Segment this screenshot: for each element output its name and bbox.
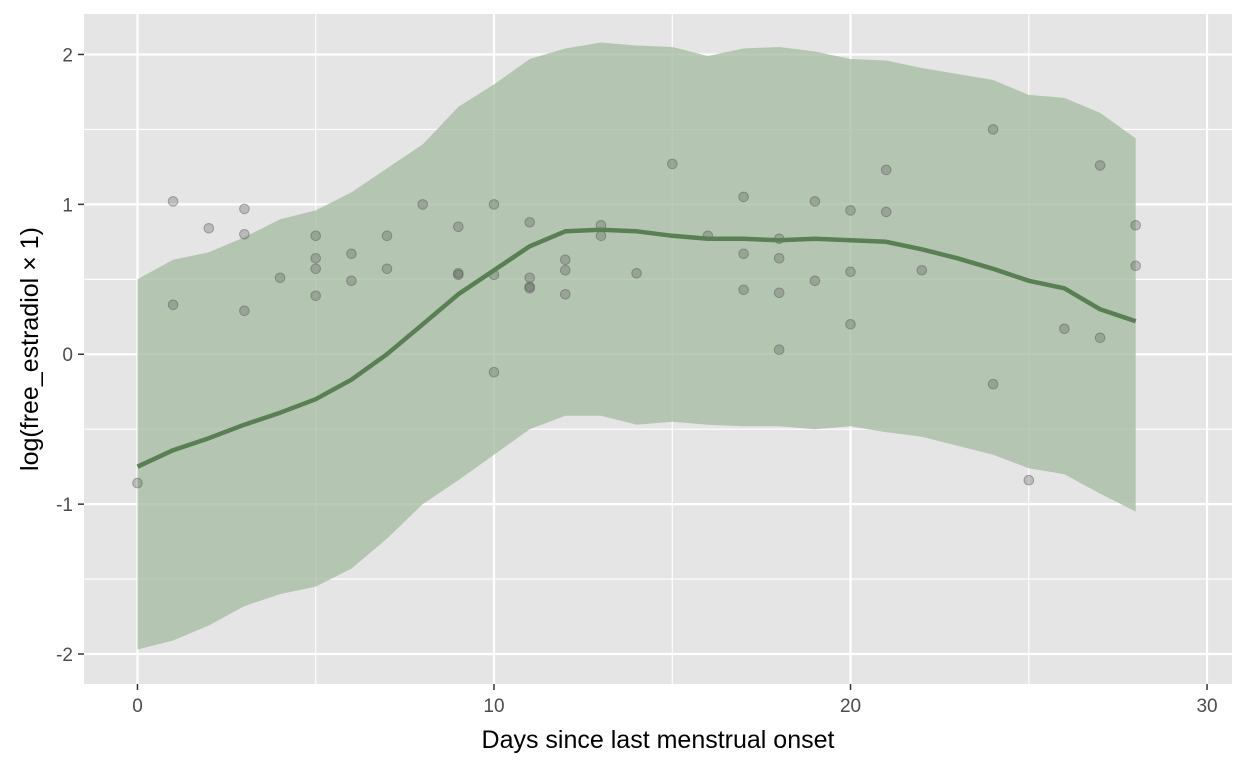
data-point — [381, 230, 393, 242]
data-point — [167, 196, 179, 207]
data-point — [1094, 160, 1106, 171]
data-point — [1094, 332, 1106, 344]
data-point — [631, 268, 642, 279]
data-point — [453, 268, 464, 279]
data-point — [346, 248, 357, 260]
data-point — [167, 299, 179, 311]
data-point — [1130, 260, 1141, 272]
data-point — [773, 252, 785, 264]
data-point — [132, 477, 143, 489]
x-tick-label: 10 — [483, 696, 504, 717]
data-point — [595, 230, 607, 242]
data-point — [845, 266, 856, 278]
y-tick-label: -1 — [56, 495, 73, 516]
data-point — [773, 287, 785, 299]
scatter-points — [132, 124, 1141, 489]
y-axis-title: log(free_estradiol × 1) — [16, 227, 44, 471]
x-axis-ticks: 0 10 20 30 — [132, 684, 1218, 717]
data-point — [738, 248, 749, 260]
data-point — [381, 263, 393, 275]
y-tick-label: 2 — [62, 45, 73, 66]
data-point — [880, 206, 892, 218]
data-point — [203, 223, 215, 234]
x-axis-title: Days since last menstrual onset — [482, 726, 835, 754]
y-tick-label: 0 — [62, 345, 73, 366]
y-tick-label: -2 — [56, 645, 73, 666]
x-tick-label: 0 — [132, 696, 143, 717]
data-point — [488, 366, 500, 378]
confidence-ribbon — [137, 42, 1136, 650]
data-point — [809, 196, 821, 207]
data-point — [560, 254, 571, 266]
data-point — [310, 290, 322, 302]
data-point — [738, 191, 749, 203]
x-tick-label: 30 — [1196, 696, 1217, 717]
data-point — [987, 124, 999, 135]
data-point — [524, 217, 536, 228]
data-point — [987, 378, 999, 390]
data-point — [488, 199, 500, 210]
data-point — [845, 319, 856, 330]
data-point — [916, 265, 928, 276]
data-point — [453, 221, 464, 233]
data-point — [239, 305, 250, 317]
data-point — [239, 229, 250, 240]
data-point — [274, 272, 286, 284]
data-point — [346, 275, 357, 287]
data-point — [524, 281, 536, 293]
data-point — [1059, 323, 1070, 335]
data-point — [1130, 220, 1141, 231]
data-point — [560, 265, 571, 276]
y-tick-label: 1 — [62, 195, 73, 216]
data-point — [524, 283, 536, 294]
data-point — [310, 252, 322, 264]
data-point — [310, 230, 322, 242]
data-point — [453, 269, 464, 281]
data-point — [1023, 474, 1035, 486]
trend-line — [136, 227, 1137, 469]
data-point — [524, 272, 536, 284]
data-point — [809, 275, 821, 287]
x-tick-label: 20 — [840, 696, 861, 717]
data-point — [310, 263, 322, 275]
data-point — [738, 284, 749, 296]
data-point — [845, 205, 856, 216]
data-point — [560, 289, 571, 300]
data-point — [667, 158, 678, 170]
data-point — [417, 199, 429, 210]
data-point — [239, 203, 250, 215]
data-point — [880, 164, 892, 176]
y-axis-ticks: -2 -1 0 1 2 — [56, 45, 84, 666]
data-point — [773, 344, 785, 356]
